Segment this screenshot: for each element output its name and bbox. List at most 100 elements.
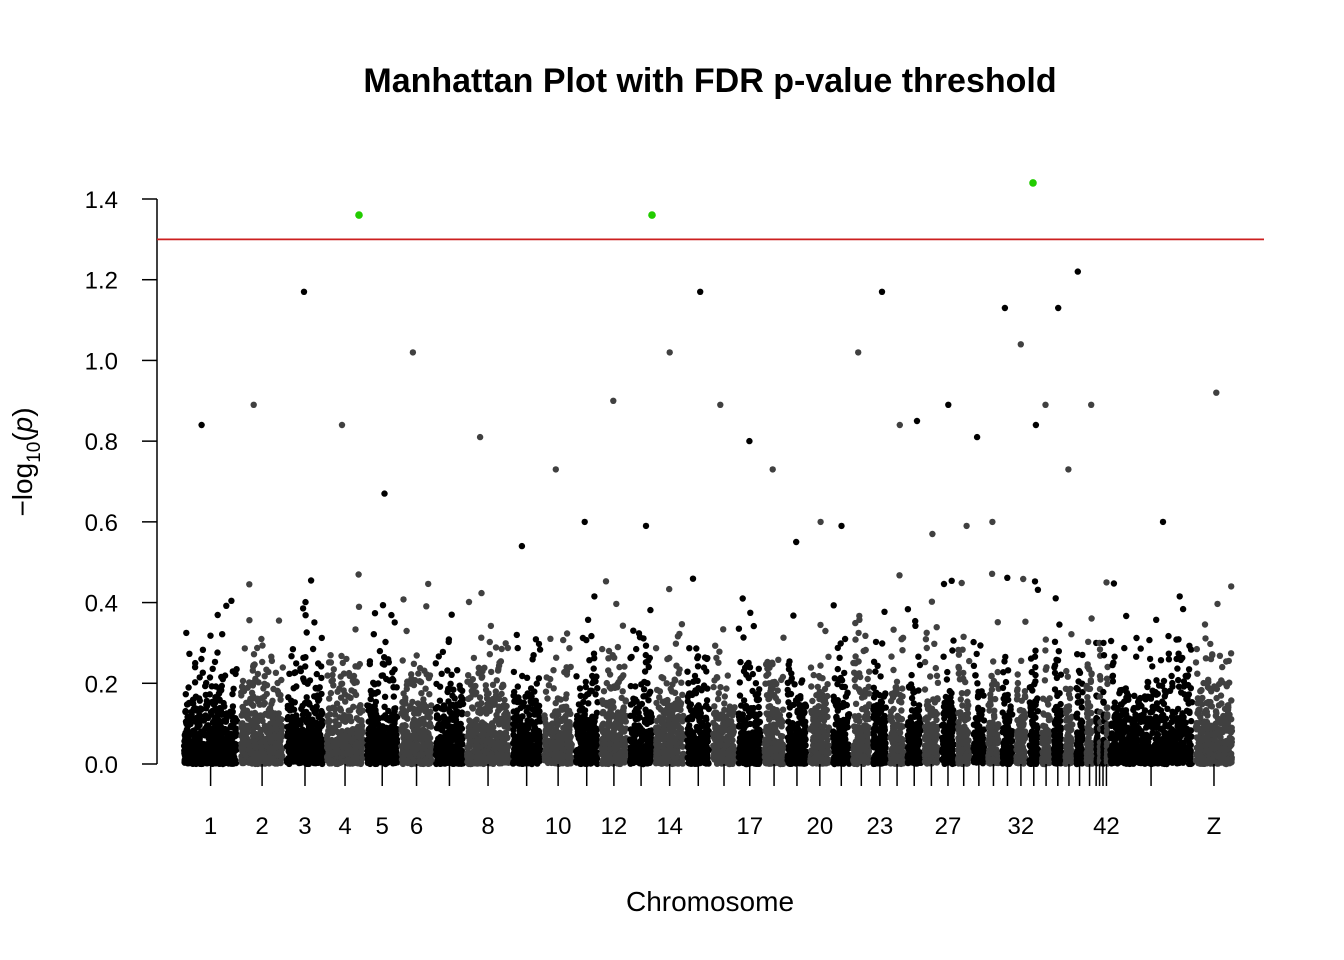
snp-point (238, 692, 245, 699)
snp-point (448, 671, 455, 678)
snp-point (230, 749, 237, 756)
snp-peak-point (476, 433, 484, 441)
snp-point (579, 634, 587, 642)
snp-point (306, 744, 314, 751)
snp-point (426, 672, 434, 679)
snp-point (441, 760, 449, 767)
snp-point (678, 621, 686, 628)
snp-point (543, 744, 550, 752)
snp-point (181, 737, 188, 745)
snp-point (391, 619, 398, 626)
snp-point (617, 675, 624, 682)
snp-point (684, 668, 691, 675)
snp-point (694, 663, 702, 670)
snp-point (334, 688, 341, 695)
snp-point (700, 722, 707, 729)
snp-point (614, 643, 622, 651)
snp-point (482, 682, 489, 689)
snp-point (468, 753, 475, 761)
snp-point (242, 751, 249, 758)
snp-point (254, 644, 261, 652)
snp-point (381, 693, 389, 700)
snp-point (715, 690, 722, 697)
snp-point (354, 663, 362, 670)
snp-point (492, 717, 499, 724)
snp-point (684, 716, 692, 723)
snp-point (400, 596, 407, 603)
snp-point (666, 585, 673, 593)
snp-point (403, 627, 410, 635)
snp-point (182, 707, 189, 715)
snp-point (228, 597, 235, 604)
snp-point (227, 724, 234, 731)
snp-point (678, 734, 685, 742)
snp-point (405, 738, 413, 745)
snp-point (303, 719, 311, 726)
snp-point (473, 716, 480, 723)
snp-point (645, 663, 652, 671)
chromosome-10-points (541, 466, 575, 767)
snp-point (564, 708, 571, 715)
snp-point (230, 757, 238, 765)
snp-point (287, 706, 294, 713)
snp-point (594, 685, 601, 692)
snp-point (209, 665, 216, 672)
snp-point (589, 736, 596, 743)
snp-point (285, 694, 292, 701)
snp-point (476, 694, 484, 701)
snp-point (355, 704, 363, 711)
snp-point (729, 723, 737, 730)
snp-point (646, 654, 653, 662)
snp-point (643, 749, 651, 756)
snp-point (262, 710, 269, 718)
snp-point (703, 655, 711, 663)
snp-point (248, 689, 256, 696)
snp-point (211, 754, 218, 761)
snp-point (446, 685, 453, 692)
snp-point (454, 667, 461, 674)
snp-point (370, 631, 377, 638)
snp-point (196, 697, 203, 704)
snp-point (279, 723, 286, 730)
snp-point (345, 693, 352, 700)
snp-point (297, 752, 304, 759)
snp-point (274, 758, 281, 765)
snp-point (454, 734, 461, 741)
snp-point (289, 646, 297, 653)
snp-point (381, 756, 388, 763)
snp-point (710, 710, 718, 717)
snp-point (272, 669, 280, 676)
snp-point (340, 737, 348, 745)
snp-point (445, 636, 453, 643)
snp-point (250, 702, 257, 709)
snp-point (408, 760, 415, 767)
snp-point (574, 728, 582, 735)
snp-point (353, 679, 360, 686)
snp-point (555, 755, 562, 762)
snp-point (664, 741, 671, 748)
snp-point (668, 688, 676, 695)
snp-point (216, 752, 223, 760)
snp-point (382, 638, 389, 646)
snp-point (286, 747, 293, 754)
snp-point (464, 710, 471, 718)
snp-point (440, 743, 448, 750)
snp-point (703, 697, 711, 704)
snp-point (598, 723, 605, 731)
snp-point (700, 664, 708, 671)
snp-point (520, 750, 527, 757)
snp-point (393, 684, 400, 691)
snp-point (513, 707, 521, 714)
snp-point (436, 683, 444, 690)
snp-point (352, 691, 360, 699)
snp-point (399, 657, 406, 664)
snp-point (422, 734, 430, 742)
snp-point (435, 745, 442, 752)
snp-point (467, 721, 475, 728)
snp-point (391, 759, 399, 766)
snp-point (298, 717, 305, 724)
snp-point (627, 701, 635, 708)
snp-point (260, 685, 267, 692)
snp-point (593, 709, 601, 716)
